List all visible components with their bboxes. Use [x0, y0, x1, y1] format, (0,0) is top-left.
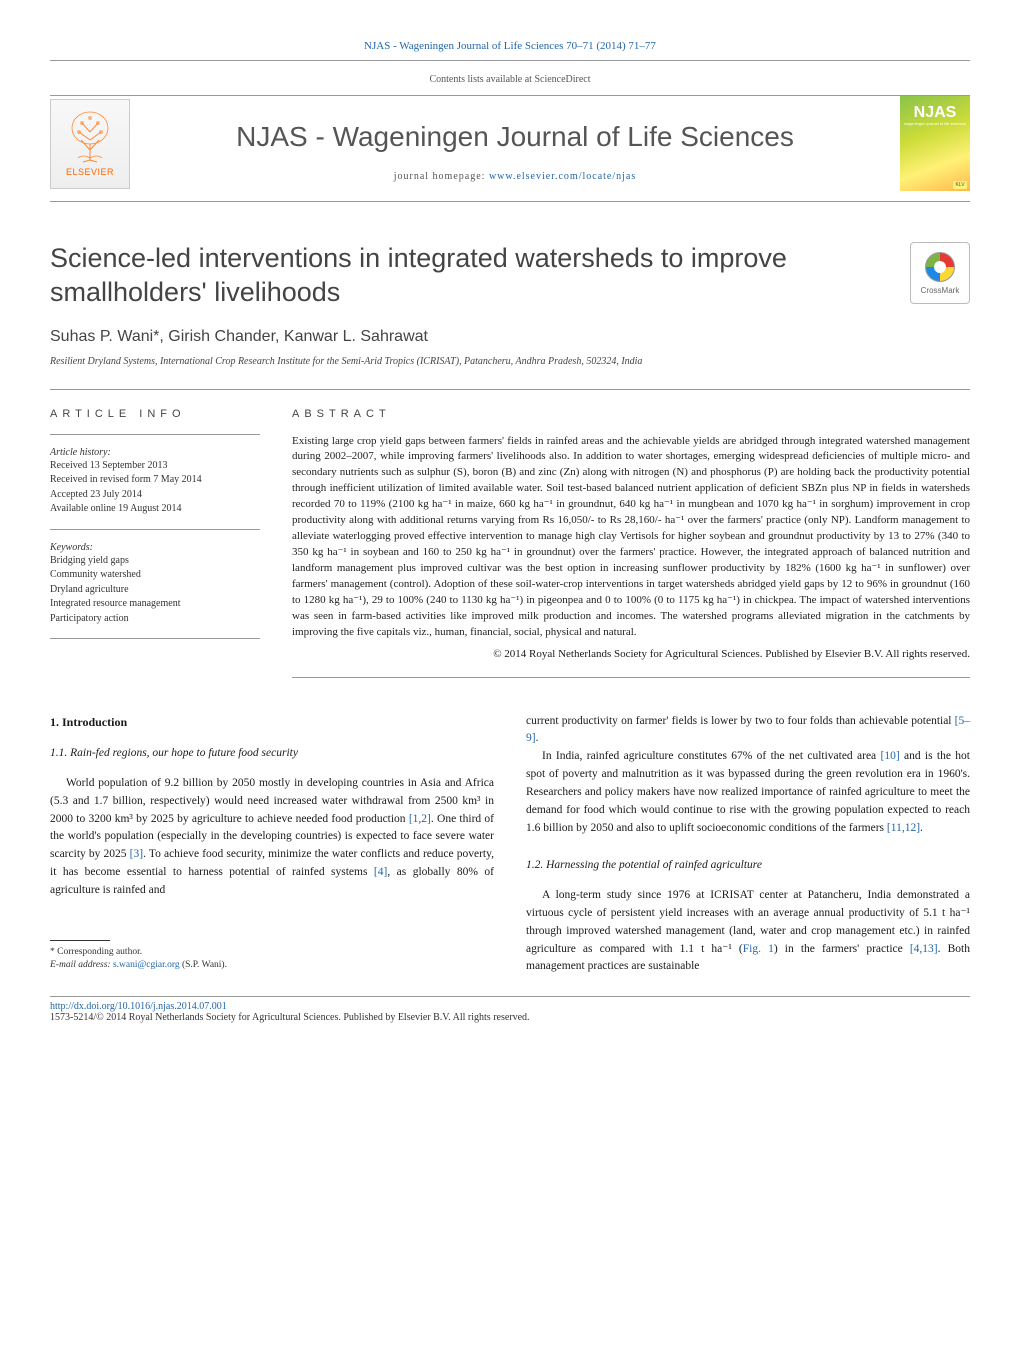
- homepage-link[interactable]: www.elsevier.com/locate/njas: [489, 171, 636, 182]
- section-1-heading: 1. Introduction: [50, 713, 494, 732]
- para-12a: A long-term study since 1976 at ICRISAT …: [526, 887, 970, 976]
- email-suffix: (S.P. Wani).: [180, 960, 227, 970]
- crossmark-label: CrossMark: [921, 286, 960, 295]
- elsevier-tree-icon: [65, 110, 115, 165]
- p11b2-text: .: [536, 732, 539, 744]
- ref-4[interactable]: [4]: [374, 866, 387, 878]
- column-left: 1. Introduction 1.1. Rain-fed regions, o…: [50, 713, 494, 977]
- info-divider-mid: [50, 529, 260, 530]
- accepted-date: Accepted 23 July 2014: [50, 488, 260, 503]
- footer-copyright: 1573-5214/© 2014 Royal Netherlands Socie…: [50, 1012, 970, 1023]
- elsevier-logo[interactable]: ELSEVIER: [50, 99, 130, 189]
- abstract-copyright: © 2014 Royal Netherlands Society for Agr…: [292, 647, 970, 663]
- subsection-11-heading: 1.1. Rain-fed regions, our hope to futur…: [50, 745, 494, 763]
- subsection-11-title: Rain-fed regions, our hope to future foo…: [70, 747, 298, 759]
- body-columns: 1. Introduction 1.1. Rain-fed regions, o…: [50, 713, 970, 977]
- info-abstract-row: article info Article history: Received 1…: [50, 389, 970, 678]
- njas-cover-subtitle: wageningen journal of life sciences: [904, 122, 966, 126]
- abstract-text: Existing large crop yield gaps between f…: [292, 434, 970, 641]
- para-11b: current productivity on farmer' fields i…: [526, 713, 970, 749]
- keyword-2: Community watershed: [50, 568, 260, 583]
- p11c-text: In India, rainfed agriculture constitute…: [542, 750, 880, 762]
- contents-bar: Contents lists available at ScienceDirec…: [50, 60, 970, 96]
- subsection-12-title: Harnessing the potential of rainfed agri…: [546, 859, 762, 871]
- homepage-label: journal homepage:: [394, 171, 489, 182]
- history-heading: Article history:: [50, 447, 260, 458]
- affiliation: Resilient Dryland Systems, International…: [50, 356, 970, 367]
- para-11a: World population of 9.2 billion by 2050 …: [50, 775, 494, 900]
- journal-header-block: ELSEVIER NJAS - Wageningen Journal of Li…: [50, 96, 970, 202]
- crossmark-badge[interactable]: CrossMark: [910, 242, 970, 304]
- corresponding-email-line: E-mail address: s.wani@cgiar.org (S.P. W…: [50, 959, 494, 972]
- abstract-block: abstract Existing large crop yield gaps …: [292, 408, 970, 678]
- correspondence-divider: [50, 940, 110, 941]
- doi-link[interactable]: http://dx.doi.org/10.1016/j.njas.2014.07…: [50, 1001, 970, 1012]
- para-11c: In India, rainfed agriculture constitute…: [526, 748, 970, 837]
- journal-title: NJAS - Wageningen Journal of Life Scienc…: [130, 121, 900, 153]
- subsection-11-num: 1.1.: [50, 747, 67, 759]
- authors: Suhas P. Wani*, Girish Chander, Kanwar L…: [50, 328, 970, 346]
- title-row: Science-led interventions in integrated …: [50, 242, 970, 310]
- article-info-heading: article info: [50, 408, 260, 420]
- page-header-citation: NJAS - Wageningen Journal of Life Scienc…: [50, 40, 970, 52]
- section-1-num: 1.: [50, 715, 59, 729]
- njas-klv-badge: KLV: [953, 181, 967, 189]
- article-title: Science-led interventions in integrated …: [50, 242, 870, 310]
- info-divider-bottom: [50, 638, 260, 639]
- ref-1-2[interactable]: [1,2]: [409, 813, 431, 825]
- ref-10[interactable]: [10]: [880, 750, 899, 762]
- email-label: E-mail address:: [50, 960, 113, 970]
- subsection-12-heading: 1.2. Harnessing the potential of rainfed…: [526, 857, 970, 875]
- p11c3-text: .: [920, 822, 923, 834]
- njas-cover-title: NJAS: [914, 104, 957, 122]
- section-1-title: Introduction: [62, 715, 127, 729]
- crossmark-icon: [924, 251, 956, 283]
- p12a2-text: ) in the farmers' practice: [774, 943, 910, 955]
- fig-1-link[interactable]: Fig. 1: [743, 943, 774, 955]
- info-divider-top: [50, 434, 260, 435]
- corresponding-author: * Corresponding author.: [50, 946, 494, 959]
- online-date: Available online 19 August 2014: [50, 502, 260, 517]
- sciencedirect-link[interactable]: Contents lists available at ScienceDirec…: [429, 74, 590, 85]
- keywords-heading: Keywords:: [50, 542, 260, 553]
- subsection-12-num: 1.2.: [526, 859, 543, 871]
- p11b-text: current productivity on farmer' fields i…: [526, 715, 955, 727]
- corresponding-email[interactable]: s.wani@cgiar.org: [113, 960, 180, 970]
- njas-cover-image: NJAS wageningen journal of life sciences…: [900, 96, 970, 191]
- received-date: Received 13 September 2013: [50, 459, 260, 474]
- article-info: article info Article history: Received 1…: [50, 408, 260, 678]
- ref-3[interactable]: [3]: [130, 848, 143, 860]
- keyword-5: Participatory action: [50, 612, 260, 627]
- authors-text: Suhas P. Wani*, Girish Chander, Kanwar L…: [50, 328, 428, 345]
- footer-divider: [50, 996, 970, 997]
- revised-date: Received in revised form 7 May 2014: [50, 473, 260, 488]
- journal-homepage: journal homepage: www.elsevier.com/locat…: [130, 171, 900, 182]
- column-right: current productivity on farmer' fields i…: [526, 713, 970, 977]
- abstract-heading: abstract: [292, 408, 970, 420]
- elsevier-label: ELSEVIER: [66, 167, 114, 177]
- keyword-4: Integrated resource management: [50, 597, 260, 612]
- journal-center: NJAS - Wageningen Journal of Life Scienc…: [130, 106, 900, 182]
- keyword-1: Bridging yield gaps: [50, 554, 260, 569]
- keyword-3: Dryland agriculture: [50, 583, 260, 598]
- ref-4-13[interactable]: [4,13]: [910, 943, 938, 955]
- ref-11-12[interactable]: [11,12]: [887, 822, 920, 834]
